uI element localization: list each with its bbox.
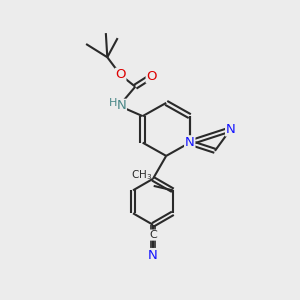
Text: N: N <box>185 136 195 149</box>
Text: CH$_3$: CH$_3$ <box>131 169 152 182</box>
Text: N: N <box>148 249 158 262</box>
Text: C: C <box>149 230 157 240</box>
Text: H: H <box>108 98 117 109</box>
Text: N: N <box>226 123 236 136</box>
Text: N: N <box>185 136 195 149</box>
Text: O: O <box>146 70 157 83</box>
Text: N: N <box>117 99 126 112</box>
Text: O: O <box>115 68 126 81</box>
